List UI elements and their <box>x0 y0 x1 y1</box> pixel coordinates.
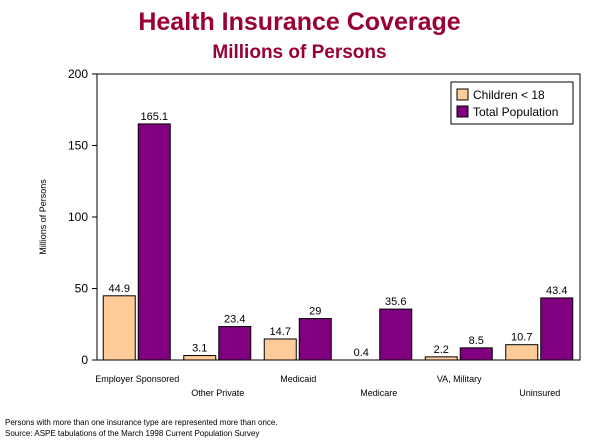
data-label-total-3: 35.6 <box>385 296 406 308</box>
bar-total-5 <box>540 297 574 361</box>
y-tick-label: 0 <box>81 353 88 367</box>
bar-children-2 <box>263 338 297 361</box>
data-label-children-2: 14.7 <box>270 326 291 338</box>
data-label-children-5: 10.7 <box>511 332 532 344</box>
data-labels: 44.9 165.1 3.1 23.4 14.7 29 35.6 2.2 8.5 10.7 43.4… <box>109 111 568 359</box>
y-tick-label: 50 <box>75 282 89 296</box>
data-label-total-1: 23.4 <box>224 314 245 326</box>
x-tick-label: Other Private <box>191 388 244 398</box>
x-tick-label: Uninsured <box>519 388 560 398</box>
x-tick-label: VA, Military <box>437 374 482 384</box>
footnote-multiple-coverage: Persons with more than one insurance typ… <box>5 418 278 427</box>
bar-total-0 <box>137 123 171 361</box>
x-tick-label: Employer Sponsored <box>95 374 179 384</box>
x-tick-label: Medicaid <box>280 374 316 384</box>
bar-children-4 <box>424 356 458 361</box>
y-tick-label: 150 <box>68 139 88 153</box>
bar-total-1 <box>218 326 252 361</box>
x-tick-label: Medicare <box>360 388 397 398</box>
footnote-source: Source: ASPE tabulations of the March 19… <box>5 429 260 438</box>
bar-total-3 <box>379 308 413 361</box>
legend-swatch <box>456 105 469 118</box>
data-label-children-4: 2.2 <box>434 344 449 356</box>
legend-box <box>450 81 574 125</box>
chart-title: Health Insurance Coverage <box>138 8 461 36</box>
chart-subtitle: Millions of Persons <box>212 42 387 63</box>
data-label-children-3: 0.4 <box>354 347 369 359</box>
y-tick-label: 200 <box>68 67 88 81</box>
bar-children-0 <box>102 295 136 361</box>
bar-total-2 <box>298 318 332 361</box>
legend-label: Total Population <box>473 105 558 119</box>
bars <box>102 123 574 361</box>
axes: 0 50 100 150 200 Millions of Persons Employer … <box>38 67 581 398</box>
bar-children-5 <box>505 344 539 361</box>
legend: Children < 18 Total Population <box>450 81 574 125</box>
y-axis-label: Millions of Persons <box>38 179 48 255</box>
data-label-total-4: 8.5 <box>469 335 484 347</box>
bar-children-1 <box>183 355 217 361</box>
legend-label: Children < 18 <box>473 88 545 102</box>
data-label-total-5: 43.4 <box>546 285 567 297</box>
legend-swatch <box>456 88 469 101</box>
y-tick-label: 100 <box>68 210 88 224</box>
data-label-total-0: 165.1 <box>140 111 168 123</box>
data-label-children-1: 3.1 <box>192 343 207 355</box>
data-label-children-0: 44.9 <box>109 283 130 295</box>
bar-total-4 <box>459 347 493 361</box>
data-label-total-2: 29 <box>309 306 321 318</box>
